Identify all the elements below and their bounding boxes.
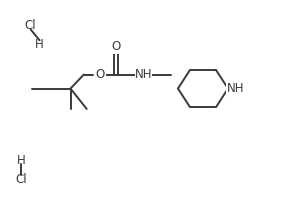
Text: Cl: Cl [25,19,37,32]
Text: O: O [95,68,105,81]
Text: Cl: Cl [15,172,27,185]
FancyBboxPatch shape [94,68,106,82]
Text: H: H [35,38,44,51]
Text: O: O [112,40,121,53]
FancyBboxPatch shape [135,68,152,82]
Text: NH: NH [135,68,152,81]
Text: NH: NH [226,82,244,95]
Text: H: H [17,154,26,167]
FancyBboxPatch shape [226,82,244,95]
FancyBboxPatch shape [110,40,122,54]
